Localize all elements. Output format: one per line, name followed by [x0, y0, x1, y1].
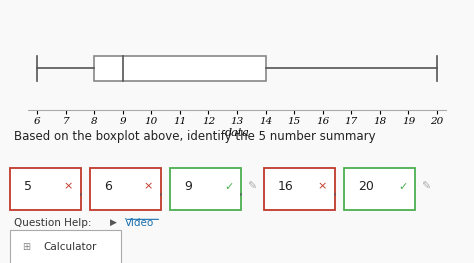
Text: 5: 5 [24, 180, 32, 193]
Text: Video: Video [125, 218, 154, 228]
Text: ×: × [318, 182, 327, 192]
Text: 6: 6 [104, 180, 112, 193]
FancyBboxPatch shape [264, 168, 335, 210]
FancyBboxPatch shape [170, 168, 241, 210]
Text: 9: 9 [184, 180, 192, 193]
X-axis label: data: data [225, 128, 249, 138]
Text: ,: , [239, 185, 243, 198]
FancyBboxPatch shape [90, 168, 161, 210]
Text: ⊞: ⊞ [22, 242, 30, 252]
Text: ✎: ✎ [247, 182, 256, 192]
Text: Question Help:: Question Help: [14, 218, 92, 228]
FancyBboxPatch shape [10, 168, 81, 210]
Text: ×: × [64, 182, 73, 192]
Text: ×: × [144, 182, 153, 192]
FancyBboxPatch shape [344, 168, 415, 210]
FancyBboxPatch shape [94, 56, 265, 81]
Text: ▶: ▶ [110, 218, 120, 227]
Text: Calculator: Calculator [43, 242, 97, 252]
Text: ✓: ✓ [224, 182, 233, 192]
Text: ,: , [159, 185, 163, 198]
Text: ,: , [333, 185, 337, 198]
Text: ✎: ✎ [420, 182, 430, 192]
Text: 20: 20 [358, 180, 374, 193]
Text: 16: 16 [278, 180, 294, 193]
FancyBboxPatch shape [10, 230, 121, 263]
Text: ,: , [79, 185, 83, 198]
Text: Based on the boxplot above, identify the 5 number summary: Based on the boxplot above, identify the… [14, 130, 376, 143]
Text: ✓: ✓ [398, 182, 407, 192]
